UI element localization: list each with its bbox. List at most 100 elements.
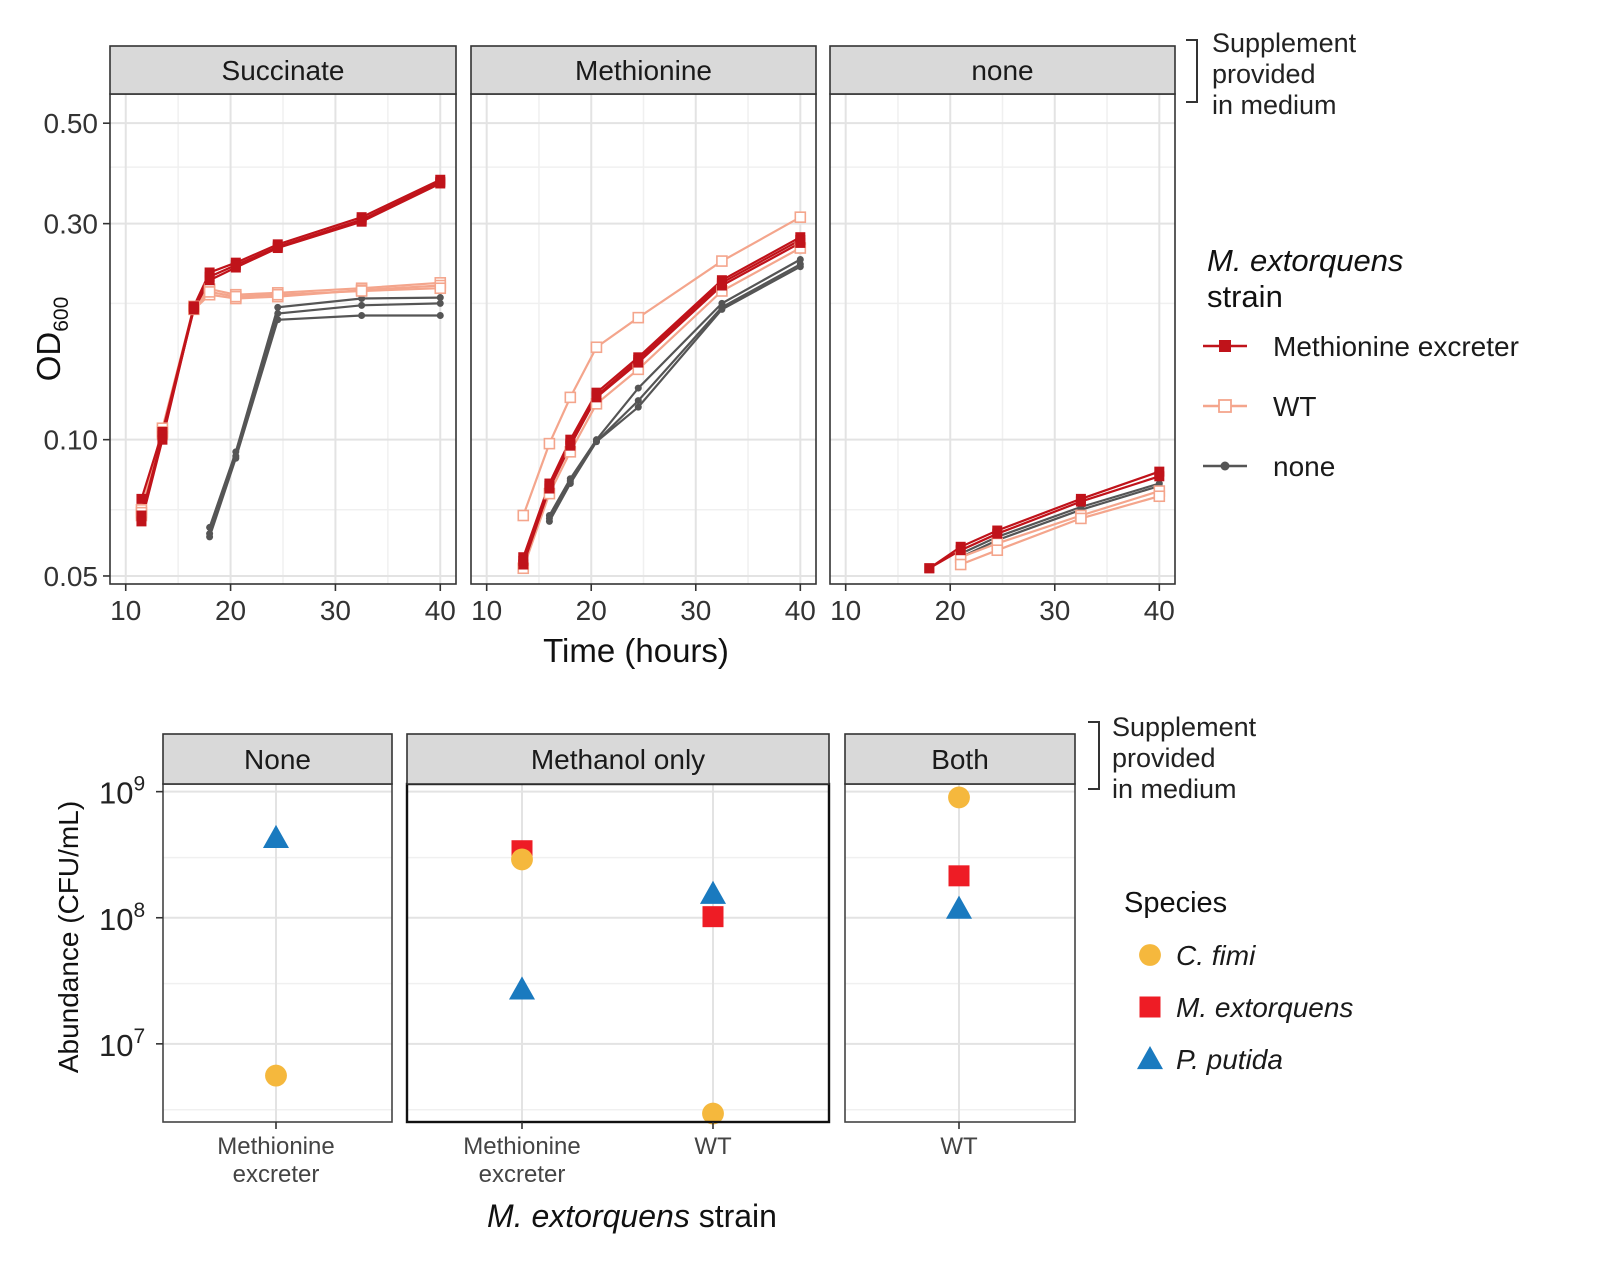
category-label: WT [940,1133,978,1160]
data-point [591,390,602,401]
y-tick-label: 0.05 [44,561,99,592]
series-line-methionine-excreter [140,182,441,516]
facet-note-line: in medium [1212,90,1337,120]
data-point [188,302,199,313]
facet-label: None [244,744,311,775]
data-point [434,282,447,295]
data-point [206,530,214,538]
series-line-none [548,265,801,519]
data-point [136,493,147,504]
data-point [634,403,642,411]
data-point [992,528,1003,539]
abundance-panel-both: Both WT [844,733,1076,1160]
facet-strip [406,733,830,785]
x-tick-label: 40 [785,595,816,626]
facet-label: none [971,55,1033,86]
legend-key-marker [1219,340,1231,352]
data-point [1075,496,1086,507]
facet-label: Succinate [222,55,345,86]
series-line-methionine-excreter [140,180,441,522]
facet-strip [109,45,457,95]
legend: Species C. fimi M. extorquens P. putida [1124,887,1353,1075]
data-point-c-fimi [265,1064,287,1087]
data-point [356,214,367,225]
data-point-p-putida [699,880,727,904]
data-point [634,397,642,405]
facet-strip [470,45,817,95]
legend-title-italic: M. extorquens [1207,243,1403,278]
data-point [518,555,529,566]
facet-strip [844,733,1076,785]
x-tick-label: 20 [576,595,607,626]
x-tick-label: 30 [680,595,711,626]
series-line-none [960,484,1160,559]
data-point [203,286,216,298]
y-tick-label: 0.30 [44,209,99,240]
facet-label: Methanol only [531,744,705,775]
facet-panel-none: none 10 20 30 40 [829,45,1176,626]
data-point [136,510,147,521]
facet-strip [162,733,393,785]
x-tick-label: 30 [1039,595,1070,626]
category-label: Methionine [217,1133,334,1160]
data-point [274,316,282,324]
y-tick-label: 108 [99,899,145,937]
data-point [634,384,642,392]
y-axis-label: Abundance (CFU/mL) [53,801,84,1073]
legend-label: none [1273,451,1335,482]
legend-key-square [1139,996,1161,1018]
legend-key-triangle [1136,1045,1164,1070]
series-line-wt [140,287,441,513]
data-point [272,241,283,252]
data-point [632,311,645,324]
data-point [358,312,366,320]
data-point [274,303,282,311]
data-point [157,434,168,445]
legend-label: P. putida [1176,1044,1283,1075]
data-point [565,438,576,449]
y-tick-label: 109 [99,773,145,811]
data-point [924,563,935,574]
legend-title-rest: strain [1207,279,1283,314]
facet-note-line: provided [1212,59,1316,89]
series-line-wt [960,490,1160,559]
legend-title: Species [1124,887,1227,919]
facet-note-line: in medium [1112,774,1237,804]
facet-note-line: provided [1112,743,1216,773]
legend-label: WT [1273,391,1317,422]
y-axis-label: OD600 [30,297,73,382]
data-point [1154,471,1165,482]
data-point [517,509,530,522]
x-tick-label: 20 [215,595,246,626]
data-point [206,523,214,531]
series-line-none [208,302,441,535]
legend-key-marker [1220,461,1230,471]
x-tick-label: 10 [471,595,502,626]
data-point [718,305,726,313]
data-point [436,312,444,320]
data-point [230,290,242,303]
data-point [545,514,553,522]
legend-key-circle [1139,944,1161,966]
legend-key-marker [1218,399,1232,413]
series-line-none [208,296,441,528]
facet-panel-succinate: Succinate 10 20 30 40 [109,45,457,626]
data-point [544,481,555,492]
data-point-m-extorquens [702,906,724,928]
data-point [590,341,603,354]
data-point [358,301,366,309]
data-point [435,176,446,187]
data-point [204,271,215,282]
series-line-none [960,482,1160,555]
category-label: excreter [479,1161,566,1188]
x-tick-label: 10 [110,595,141,626]
data-point [1075,512,1087,525]
series-line-none [548,263,801,522]
data-point-p-putida [945,895,973,919]
panel-border [405,782,831,1124]
facet-label: Both [931,744,989,775]
data-point [1153,490,1166,503]
